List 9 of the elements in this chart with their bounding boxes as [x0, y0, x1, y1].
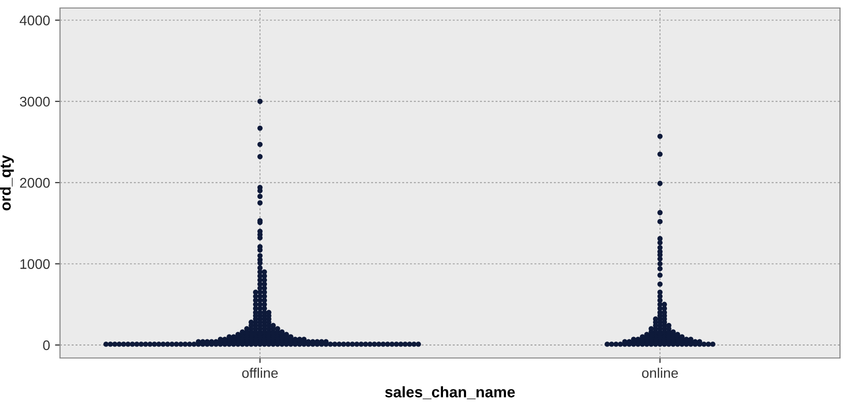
y-tick-label: 3000	[20, 96, 50, 107]
x-tick-label: offline	[242, 368, 278, 378]
y-tick-label: 4000	[20, 16, 50, 26]
y-axis-title: ord_qty	[0, 155, 14, 210]
y-tick-label: 1000	[20, 259, 50, 269]
y-tick-label: 0	[43, 340, 50, 350]
y-tick-label: 2000	[20, 178, 50, 188]
x-axis-title: sales_chan_name	[385, 386, 515, 400]
x-tick-label: online	[642, 368, 678, 378]
